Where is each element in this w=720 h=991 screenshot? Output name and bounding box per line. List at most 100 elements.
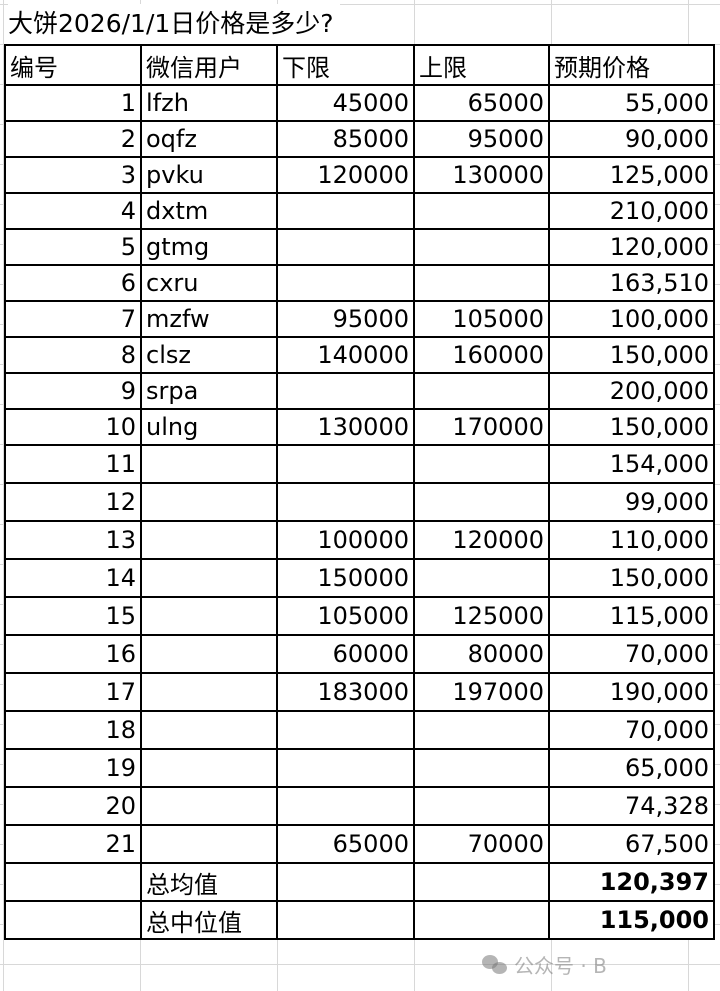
user-cell[interactable] (140, 672, 278, 712)
user-cell[interactable] (140, 824, 278, 864)
upper-cell[interactable] (413, 192, 550, 230)
upper-cell[interactable]: 95000 (413, 120, 550, 158)
empty-cell[interactable] (4, 862, 142, 902)
lower-cell[interactable] (276, 786, 415, 826)
upper-cell[interactable] (413, 264, 550, 302)
expected-price-cell[interactable]: 67,500 (548, 824, 715, 864)
id-cell[interactable]: 1 (4, 84, 142, 122)
user-cell[interactable]: pvku (140, 156, 278, 194)
id-cell[interactable]: 16 (4, 634, 142, 674)
lower-cell[interactable] (276, 444, 415, 484)
lower-cell[interactable]: 105000 (276, 596, 415, 636)
id-cell[interactable]: 12 (4, 482, 142, 522)
id-cell[interactable]: 13 (4, 520, 142, 560)
upper-cell[interactable] (413, 372, 550, 410)
user-cell[interactable] (140, 444, 278, 484)
lower-cell[interactable]: 150000 (276, 558, 415, 598)
id-cell[interactable]: 5 (4, 228, 142, 266)
user-cell[interactable]: cxru (140, 264, 278, 302)
user-cell[interactable]: gtmg (140, 228, 278, 266)
upper-cell[interactable]: 170000 (413, 408, 550, 446)
expected-price-cell[interactable]: 100,000 (548, 300, 715, 338)
upper-cell[interactable]: 120000 (413, 520, 550, 560)
id-cell[interactable]: 2 (4, 120, 142, 158)
summary-value[interactable]: 120,397 (548, 862, 715, 902)
user-cell[interactable] (140, 482, 278, 522)
lower-cell[interactable]: 95000 (276, 300, 415, 338)
upper-cell[interactable] (413, 444, 550, 484)
id-cell[interactable]: 6 (4, 264, 142, 302)
user-cell[interactable] (140, 786, 278, 826)
expected-price-cell[interactable]: 115,000 (548, 596, 715, 636)
expected-price-cell[interactable]: 150,000 (548, 558, 715, 598)
id-cell[interactable]: 18 (4, 710, 142, 750)
expected-price-cell[interactable]: 210,000 (548, 192, 715, 230)
empty-cell[interactable] (276, 862, 415, 902)
summary-value[interactable]: 115,000 (548, 900, 715, 940)
lower-cell[interactable] (276, 748, 415, 788)
expected-price-cell[interactable]: 120,000 (548, 228, 715, 266)
lower-cell[interactable] (276, 264, 415, 302)
expected-price-cell[interactable]: 125,000 (548, 156, 715, 194)
lower-cell[interactable]: 65000 (276, 824, 415, 864)
lower-cell[interactable] (276, 192, 415, 230)
expected-price-cell[interactable]: 70,000 (548, 710, 715, 750)
lower-cell[interactable]: 85000 (276, 120, 415, 158)
expected-price-cell[interactable]: 190,000 (548, 672, 715, 712)
lower-cell[interactable] (276, 710, 415, 750)
user-cell[interactable]: dxtm (140, 192, 278, 230)
expected-price-cell[interactable]: 90,000 (548, 120, 715, 158)
upper-cell[interactable] (413, 482, 550, 522)
id-cell[interactable]: 4 (4, 192, 142, 230)
lower-cell[interactable]: 45000 (276, 84, 415, 122)
expected-price-cell[interactable]: 150,000 (548, 408, 715, 446)
upper-cell[interactable]: 70000 (413, 824, 550, 864)
upper-cell[interactable]: 65000 (413, 84, 550, 122)
id-cell[interactable]: 14 (4, 558, 142, 598)
lower-cell[interactable]: 183000 (276, 672, 415, 712)
header-cell[interactable]: 下限 (276, 44, 415, 86)
lower-cell[interactable] (276, 228, 415, 266)
expected-price-cell[interactable]: 200,000 (548, 372, 715, 410)
lower-cell[interactable]: 120000 (276, 156, 415, 194)
lower-cell[interactable] (276, 372, 415, 410)
upper-cell[interactable] (413, 748, 550, 788)
expected-price-cell[interactable]: 99,000 (548, 482, 715, 522)
upper-cell[interactable]: 80000 (413, 634, 550, 674)
upper-cell[interactable] (413, 710, 550, 750)
header-cell[interactable]: 编号 (4, 44, 142, 86)
user-cell[interactable] (140, 634, 278, 674)
lower-cell[interactable]: 100000 (276, 520, 415, 560)
user-cell[interactable] (140, 710, 278, 750)
lower-cell[interactable]: 60000 (276, 634, 415, 674)
header-cell[interactable]: 微信用户 (140, 44, 278, 86)
id-cell[interactable]: 20 (4, 786, 142, 826)
upper-cell[interactable] (413, 558, 550, 598)
header-cell[interactable]: 上限 (413, 44, 550, 86)
user-cell[interactable]: lfzh (140, 84, 278, 122)
user-cell[interactable]: ulng (140, 408, 278, 446)
summary-label[interactable]: 总中位值 (140, 900, 278, 940)
upper-cell[interactable] (413, 228, 550, 266)
expected-price-cell[interactable]: 110,000 (548, 520, 715, 560)
id-cell[interactable]: 19 (4, 748, 142, 788)
id-cell[interactable]: 9 (4, 372, 142, 410)
upper-cell[interactable]: 160000 (413, 336, 550, 374)
upper-cell[interactable]: 130000 (413, 156, 550, 194)
header-cell[interactable]: 预期价格 (548, 44, 715, 86)
expected-price-cell[interactable]: 163,510 (548, 264, 715, 302)
expected-price-cell[interactable]: 70,000 (548, 634, 715, 674)
upper-cell[interactable]: 197000 (413, 672, 550, 712)
user-cell[interactable] (140, 558, 278, 598)
expected-price-cell[interactable]: 55,000 (548, 84, 715, 122)
id-cell[interactable]: 11 (4, 444, 142, 484)
upper-cell[interactable]: 125000 (413, 596, 550, 636)
upper-cell[interactable]: 105000 (413, 300, 550, 338)
id-cell[interactable]: 15 (4, 596, 142, 636)
id-cell[interactable]: 3 (4, 156, 142, 194)
expected-price-cell[interactable]: 150,000 (548, 336, 715, 374)
lower-cell[interactable] (276, 482, 415, 522)
user-cell[interactable] (140, 596, 278, 636)
id-cell[interactable]: 21 (4, 824, 142, 864)
id-cell[interactable]: 17 (4, 672, 142, 712)
